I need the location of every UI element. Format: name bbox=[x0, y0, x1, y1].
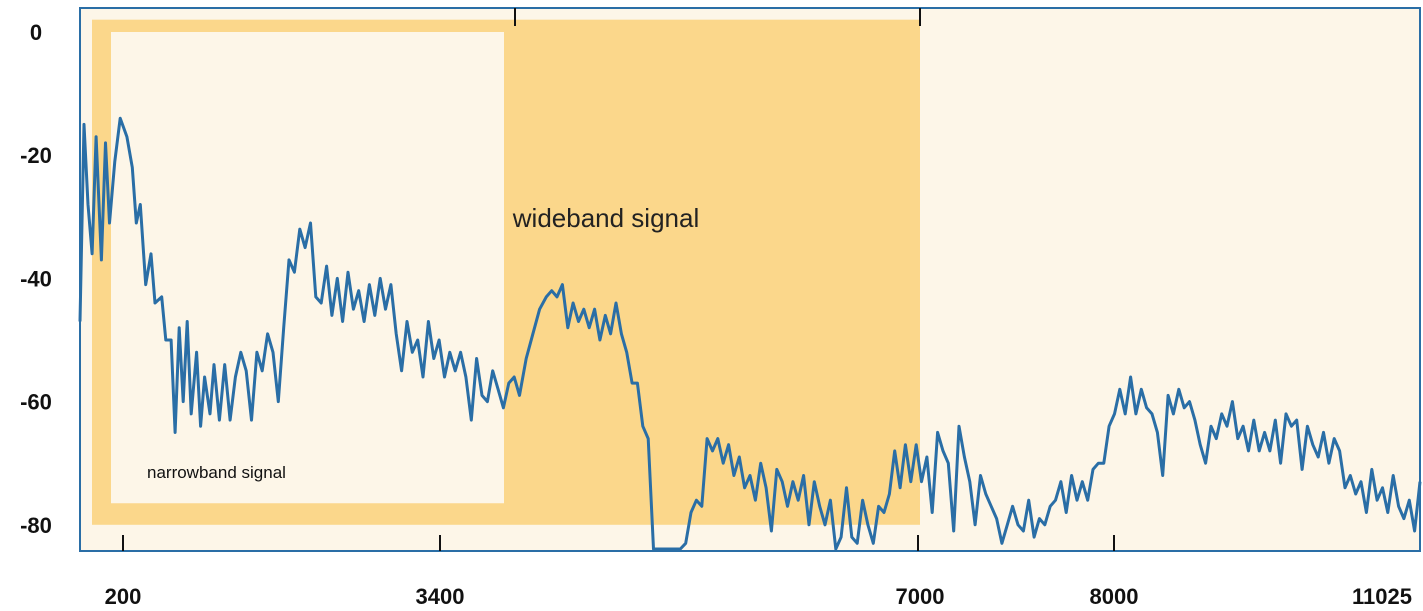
signal-bands bbox=[92, 19, 920, 525]
narrowband-band bbox=[111, 32, 504, 504]
y-tick-label: -40 bbox=[20, 266, 52, 291]
series-line bbox=[78, 116, 1422, 551]
y-tick-label: -20 bbox=[20, 143, 52, 168]
y-tick-label: -60 bbox=[20, 390, 52, 415]
plot-frame bbox=[79, 7, 1421, 552]
bottom-tick-marks bbox=[122, 535, 1115, 551]
x-tick-label: 11025 bbox=[1352, 584, 1412, 609]
y-tick-label: -80 bbox=[20, 513, 52, 538]
x-axis-ticks: 200 3400 7000 8000 11025 bbox=[105, 584, 1412, 609]
x-tick-label: 7000 bbox=[896, 584, 945, 609]
x-tick-label: 8000 bbox=[1090, 584, 1139, 609]
top-tick-marks bbox=[514, 8, 921, 26]
wideband-label: wideband signal bbox=[512, 203, 699, 233]
x-tick-label: 200 bbox=[105, 584, 142, 609]
narrowband-label: narrowband signal bbox=[147, 463, 286, 482]
y-axis-ticks: 0 -20 -40 -60 -80 bbox=[20, 20, 52, 538]
y-tick-label: 0 bbox=[30, 20, 42, 45]
x-tick-label: 3400 bbox=[416, 584, 465, 609]
